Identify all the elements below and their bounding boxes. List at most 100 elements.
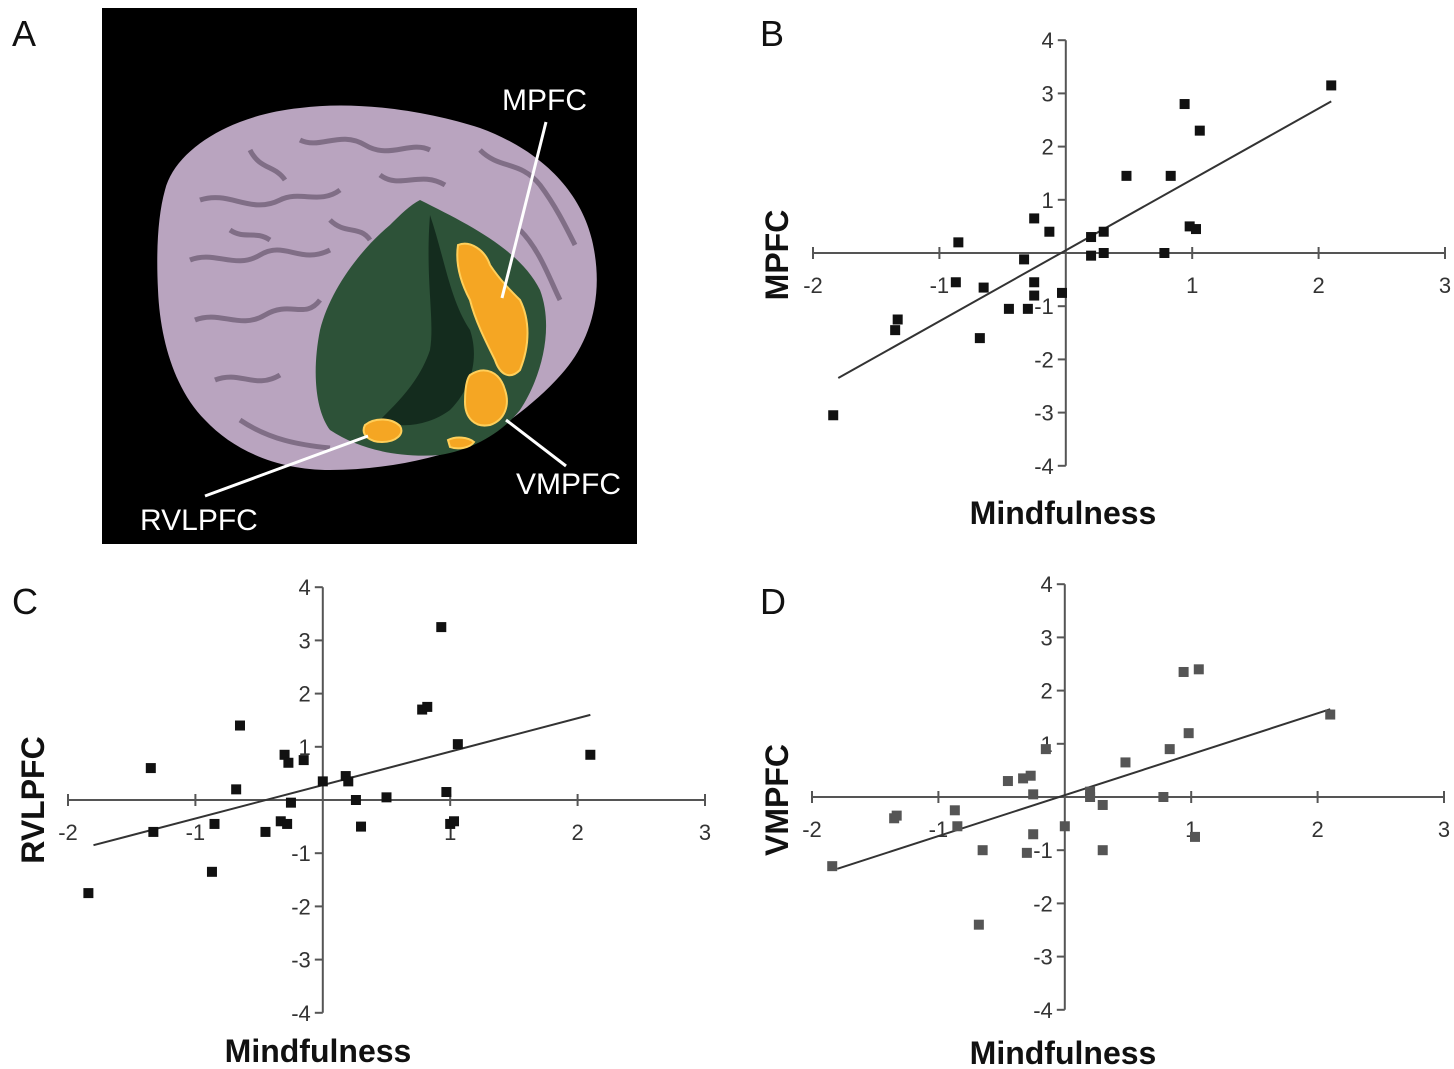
y-axis-title: MPFC	[759, 210, 795, 301]
data-point	[891, 810, 902, 821]
regression-line	[836, 708, 1331, 870]
data-point	[1086, 250, 1097, 261]
x-tick-label: -1	[186, 820, 206, 845]
data-point	[1120, 757, 1131, 768]
data-point	[828, 410, 839, 421]
data-point	[1021, 847, 1032, 858]
y-tick-label: 3	[299, 628, 311, 653]
data-point	[1326, 80, 1337, 91]
y-tick-label: -2	[1034, 347, 1054, 372]
data-point	[952, 821, 963, 832]
data-point	[1121, 170, 1132, 181]
data-point	[1086, 232, 1097, 243]
data-point	[974, 333, 985, 344]
data-point	[1178, 666, 1189, 677]
panel-a-brain: MPFC VMPFC RVLPFC	[102, 8, 637, 544]
y-tick-label: -1	[1033, 838, 1053, 863]
panel-letter-d: D	[760, 581, 786, 622]
x-tick-label: 2	[571, 820, 583, 845]
data-point	[1179, 99, 1190, 110]
data-point	[1159, 248, 1170, 258]
data-point	[275, 816, 286, 827]
data-point	[279, 749, 290, 760]
panel-letter-c: C	[12, 581, 38, 622]
data-point	[1022, 303, 1033, 314]
data-point	[83, 888, 94, 899]
data-point	[1059, 821, 1070, 832]
brain-sulci	[189, 136, 578, 451]
brain-pointers	[204, 121, 567, 498]
mpfc-label: MPFC	[502, 84, 587, 117]
y-tick-label: 3	[1041, 625, 1053, 650]
y-tick-label: 3	[1042, 81, 1054, 106]
data-point	[209, 818, 220, 829]
x-tick-label: 3	[1439, 273, 1451, 298]
figure-margin-bottom	[102, 544, 637, 1069]
data-point	[441, 787, 452, 798]
brain-activations	[362, 242, 529, 450]
data-point	[1028, 789, 1039, 800]
y-tick-label: -3	[1034, 401, 1054, 426]
mpfc-pointer	[500, 121, 548, 299]
y-tick-label: -2	[1033, 891, 1053, 916]
rvlpfc-activation	[362, 418, 403, 444]
data-point	[1097, 845, 1108, 856]
data-point	[1158, 792, 1169, 802]
data-point	[282, 818, 293, 829]
y-tick-label: 1	[1042, 188, 1054, 213]
data-point	[1002, 776, 1013, 787]
data-point	[1098, 226, 1109, 237]
y-tick-label: -4	[1033, 998, 1053, 1023]
y-tick-label: -4	[291, 1001, 311, 1026]
x-tick-label: 3	[1438, 817, 1450, 842]
data-point	[145, 763, 156, 774]
data-point	[1183, 728, 1194, 739]
data-point	[422, 701, 433, 712]
y-tick-label: 1	[299, 735, 311, 760]
data-point	[148, 826, 159, 837]
data-point	[890, 325, 901, 336]
data-point	[953, 237, 964, 248]
data-point	[1097, 799, 1108, 810]
data-point	[234, 720, 245, 731]
rvlpfc-pointer	[204, 434, 369, 498]
regression-line	[837, 100, 1332, 379]
data-point	[1098, 248, 1109, 258]
x-tick-label: 1	[1186, 273, 1198, 298]
x-tick-label: -1	[929, 817, 949, 842]
data-point	[892, 314, 903, 325]
x-tick-label: -1	[930, 273, 950, 298]
data-point	[1040, 744, 1051, 755]
data-point	[1057, 287, 1068, 298]
data-point	[1029, 277, 1040, 288]
data-point	[1029, 213, 1040, 224]
data-point	[285, 797, 296, 808]
x-tick-label: -2	[803, 273, 823, 298]
data-point	[1018, 773, 1029, 784]
y-tick-label: 2	[299, 682, 311, 707]
panel-letter-a: A	[12, 13, 36, 54]
data-point	[950, 277, 961, 288]
data-point	[1165, 170, 1176, 181]
data-point	[206, 866, 217, 877]
data-point	[1044, 226, 1055, 237]
x-tick-label: -2	[58, 820, 78, 845]
data-point	[449, 816, 460, 827]
data-point	[340, 771, 351, 782]
y-tick-label: 2	[1041, 679, 1053, 704]
y-tick-label: 4	[299, 575, 311, 600]
data-point	[973, 919, 984, 930]
x-axis-title: Mindfulness	[970, 495, 1157, 531]
data-point	[317, 776, 328, 787]
figure-margin-top	[102, 0, 637, 8]
x-axis-title: Mindfulness	[225, 1033, 412, 1069]
data-point	[350, 795, 361, 805]
x-tick-label: 2	[1311, 817, 1323, 842]
y-tick-label: 2	[1042, 135, 1054, 160]
brain-medial-dark	[380, 215, 474, 426]
data-point	[381, 792, 392, 803]
